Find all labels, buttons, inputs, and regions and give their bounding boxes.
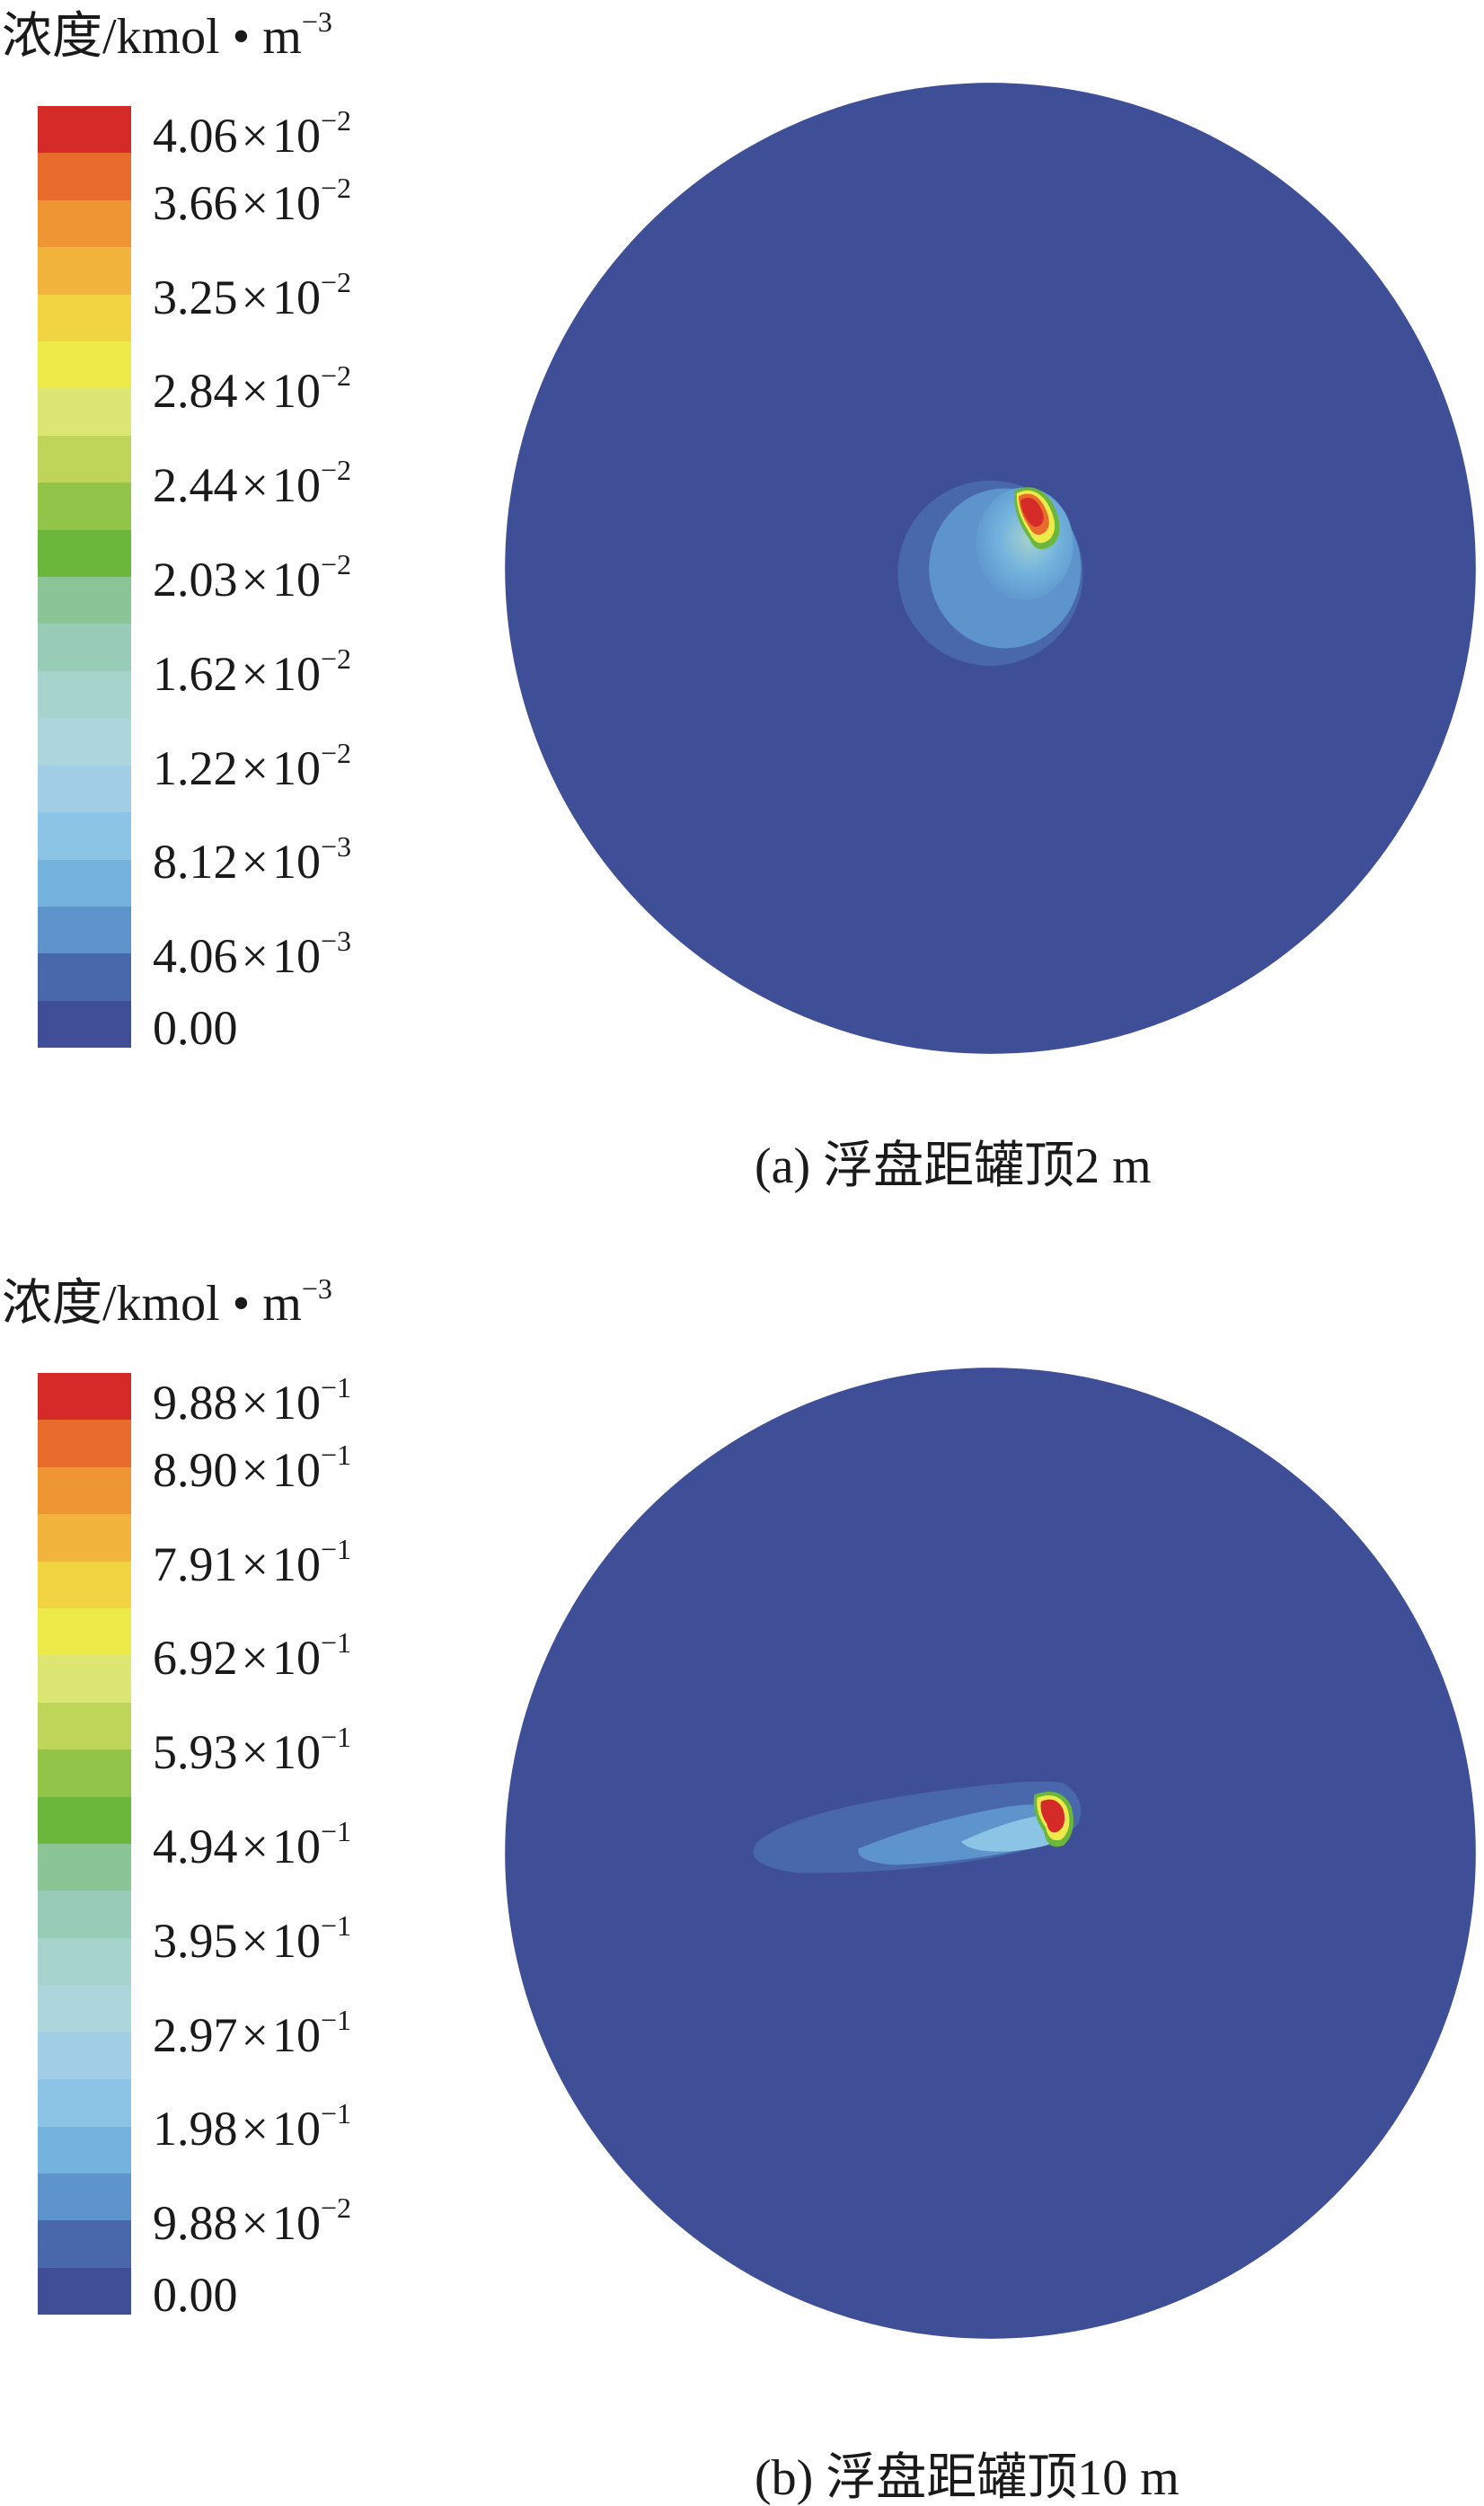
- colorbar-tick-label: 9.88×10−2: [153, 2192, 352, 2251]
- colorbar-segment: [38, 1000, 131, 1049]
- colorbar-tick-label: 4.94×10−1: [153, 1815, 352, 1873]
- colorbar-segment: [38, 1702, 131, 1750]
- colorbar-tick-label: 4.06×10−2: [153, 104, 352, 163]
- colorbar-segment: [38, 341, 131, 389]
- caption-b: (b) 浮盘距罐顶10 m: [755, 2450, 1179, 2506]
- colorbar-segment: [38, 106, 131, 154]
- colorbar-segment: [38, 906, 131, 954]
- colorbar-tick-label: 0.00: [153, 1001, 238, 1055]
- colorbar-segment: [38, 953, 131, 1001]
- colorbar-segment: [38, 1937, 131, 1986]
- contour-plot-a: [505, 83, 1476, 1054]
- colorbar-tick-label: 2.84×10−2: [153, 359, 352, 419]
- colorbar-segment: [38, 529, 131, 578]
- colorbar-segment: [38, 1985, 131, 2032]
- colorbar-tick-labels: 4.06×10−2 3.66×10−2 3.25×10−2 2.84×10−2 2.44…: [153, 104, 422, 1052]
- colorbar-segment: [38, 2220, 131, 2268]
- colorbar: [38, 106, 131, 1049]
- colorbar-tick-label: 9.88×10−1: [153, 1371, 352, 1430]
- colorbar-segment: [38, 2267, 131, 2316]
- colorbar-tick-label: 3.25×10−2: [153, 265, 352, 324]
- colorbar-segment: [38, 153, 131, 200]
- colorbar-tick-label: 3.66×10−2: [153, 171, 352, 230]
- colorbar-segment: [38, 1655, 131, 1703]
- colorbar-segment: [38, 859, 131, 907]
- colorbar-segment: [38, 247, 131, 295]
- colorbar-segment: [38, 294, 131, 342]
- legend-title: 浓度/kmol • m−3: [2, 1272, 332, 1332]
- colorbar-tick-label: 5.93×10−1: [153, 1721, 352, 1780]
- colorbar-segment: [38, 1466, 131, 1515]
- colorbar-tick-label: 8.90×10−1: [153, 1438, 352, 1497]
- colorbar-tick-label: 8.12×10−3: [153, 830, 352, 890]
- colorbar-segment: [38, 1844, 131, 1891]
- colorbar-segment: [38, 1749, 131, 1797]
- legend-title: 浓度/kmol • m−3: [2, 5, 332, 65]
- colorbar-segment: [38, 670, 131, 719]
- colorbar-segment: [38, 1608, 131, 1656]
- colorbar-segment: [38, 2032, 131, 2080]
- colorbar-segment: [38, 483, 131, 530]
- colorbar-tick-label: 3.95×10−1: [153, 1908, 352, 1968]
- colorbar-segment: [38, 1891, 131, 1938]
- colorbar-tick-label: 2.97×10−1: [153, 2003, 352, 2062]
- colorbar-tick-labels: 9.88×10−1 8.90×10−1 7.91×10−1 6.92×10−1 5.93…: [153, 1371, 422, 2319]
- colorbar-tick-label: 7.91×10−1: [153, 1532, 352, 1591]
- colorbar-segment: [38, 718, 131, 766]
- colorbar-segment: [38, 435, 131, 483]
- colorbar-segment: [38, 199, 131, 248]
- plume-core: [1020, 498, 1044, 527]
- colorbar-segment: [38, 1561, 131, 1609]
- colorbar-tick-label: 1.62×10−2: [153, 642, 352, 701]
- colorbar-segment: [38, 624, 131, 671]
- plume-core: [1040, 1799, 1065, 1833]
- colorbar-tick-label: 4.06×10−3: [153, 925, 352, 984]
- colorbar-segment: [38, 1514, 131, 1562]
- colorbar-tick-label: 1.22×10−2: [153, 736, 352, 795]
- colorbar: [38, 1373, 131, 2316]
- colorbar-segment: [38, 2079, 131, 2127]
- colorbar-tick-label: 6.92×10−1: [153, 1626, 352, 1686]
- colorbar-segment: [38, 1420, 131, 1467]
- colorbar-tick-label: 2.44×10−2: [153, 454, 352, 513]
- colorbar-segment: [38, 2173, 131, 2221]
- panel-a: 浓度/kmol • m−3 4.06×10−2 3.66×10−2 3.25×10−…: [0, 0, 1484, 1240]
- colorbar-segment: [38, 388, 131, 436]
- colorbar-tick-label: 0.00: [153, 2268, 238, 2322]
- colorbar-segment: [38, 2126, 131, 2174]
- colorbar-segment: [38, 1796, 131, 1845]
- colorbar-segment: [38, 577, 131, 624]
- panel-b: 浓度/kmol • m−3 9.88×10−1 8.90×10−1 7.91×10−…: [0, 1267, 1484, 2503]
- colorbar-segment: [38, 1373, 131, 1421]
- contour-plot-b: [505, 1368, 1476, 2339]
- colorbar-segment: [38, 765, 131, 813]
- colorbar-segment: [38, 812, 131, 860]
- colorbar-tick-label: 1.98×10−1: [153, 2097, 352, 2156]
- caption-a: (a) 浮盘距罐顶2 m: [755, 1138, 1152, 1194]
- colorbar-tick-label: 2.03×10−2: [153, 548, 352, 607]
